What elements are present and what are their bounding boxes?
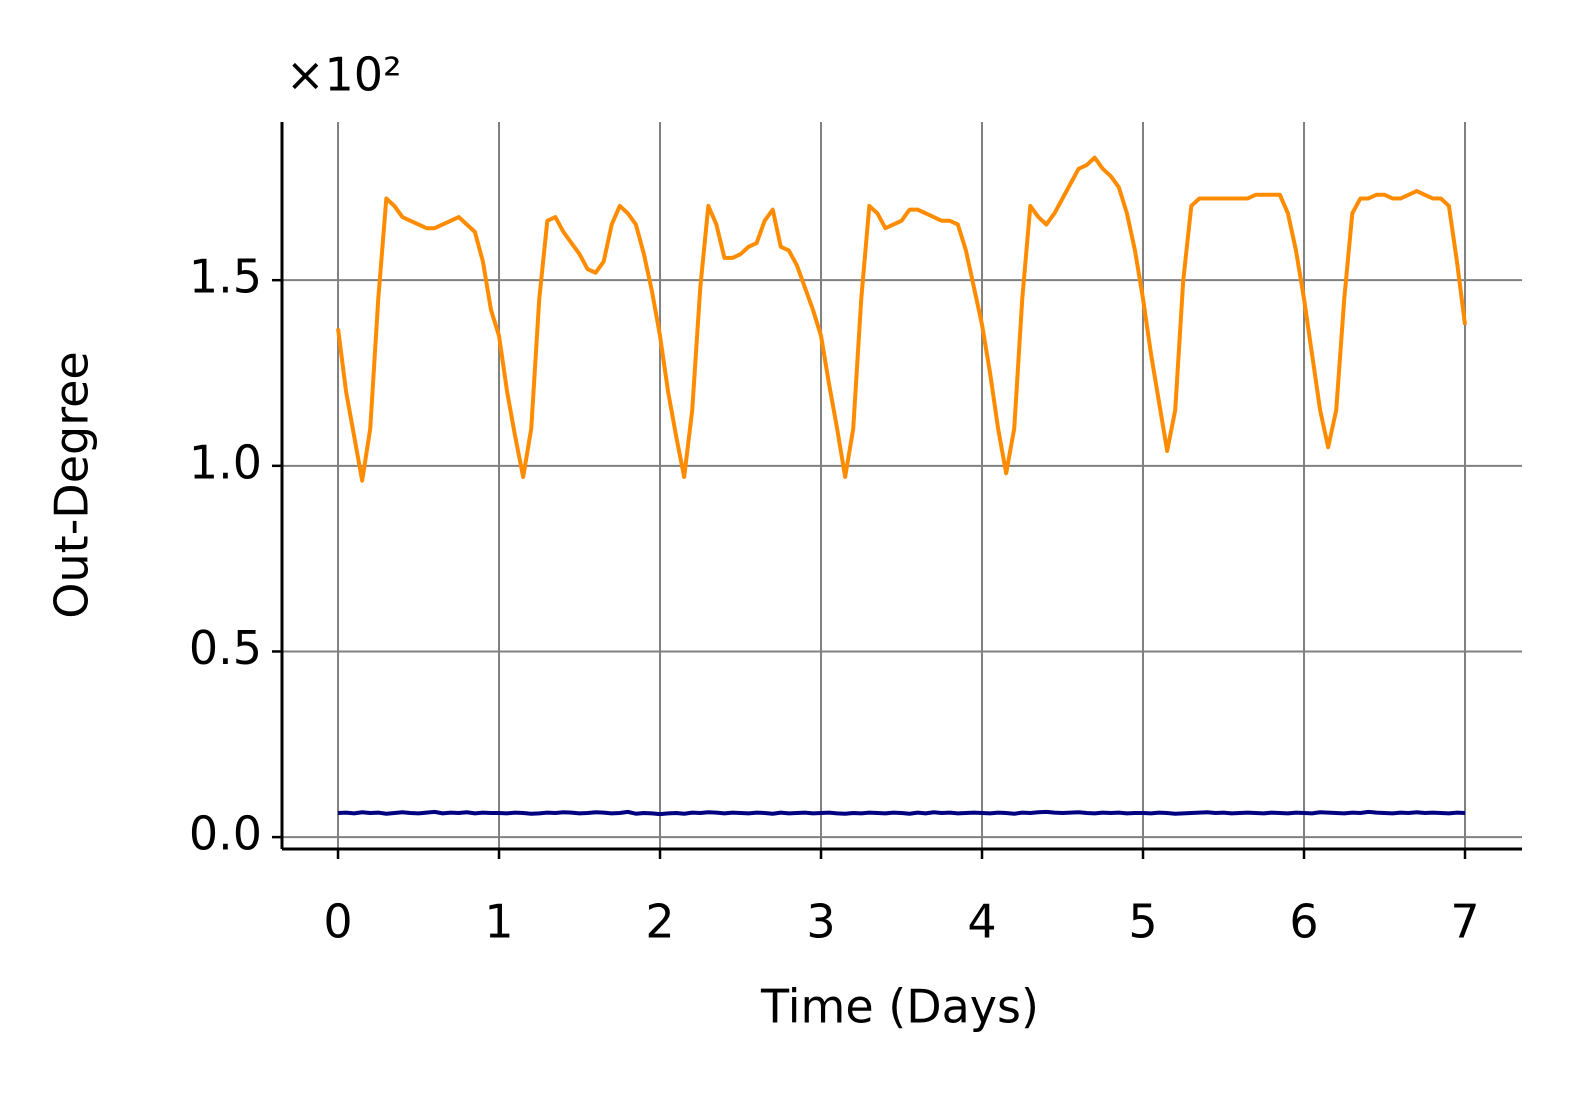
x-tick-label: 2 [645,895,674,949]
x-tick-label: 3 [806,895,835,949]
y-tick-label: 0.0 [189,807,262,861]
x-tick-label: 0 [323,895,352,949]
y-tick-label: 1.5 [189,250,262,304]
x-tick-label: 1 [484,895,513,949]
x-tick-label: 6 [1289,895,1318,949]
x-axis-label: Time (Days) [760,980,1039,1034]
y-offset-label: ×10² [286,48,402,102]
data-line [337,809,1466,817]
x-tick-label: 4 [967,895,996,949]
y-tick-label: 1.0 [189,435,262,489]
y-tick-label: 0.5 [189,621,262,675]
data-line [336,155,1467,483]
y-axis-label: Out-Degree [45,351,99,618]
x-tick-label: 5 [1128,895,1157,949]
x-tick-label: 7 [1450,895,1479,949]
